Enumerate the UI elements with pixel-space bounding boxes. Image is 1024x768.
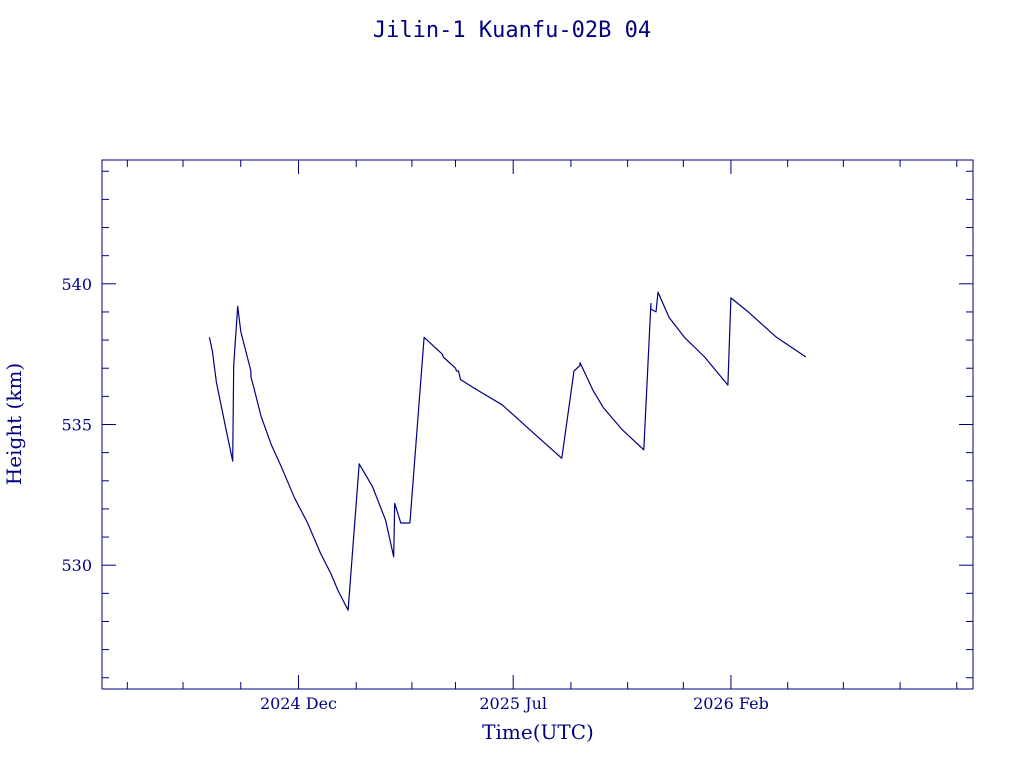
y-tick-label: 530	[61, 556, 92, 575]
plot-frame	[101, 159, 974, 690]
x-tick-label: 2024 Dec	[260, 694, 337, 713]
chart-title: Jilin-1 Kuanfu-02B 04	[373, 18, 651, 43]
series-line	[208, 291, 807, 611]
x-tick-label: 2026 Feb	[693, 694, 769, 713]
x-axis-label: Time(UTC)	[482, 720, 594, 744]
x-tick-label: 2025 Jul	[479, 694, 547, 713]
tick-labels: 2024 Dec 2025 Jul 2026 Feb 530 535 540	[61, 275, 768, 713]
y-tick-label: 540	[61, 275, 92, 294]
y-axis-label: Height (km)	[2, 363, 26, 485]
y-tick-label: 535	[61, 416, 92, 435]
axis-ticks	[102, 160, 973, 689]
